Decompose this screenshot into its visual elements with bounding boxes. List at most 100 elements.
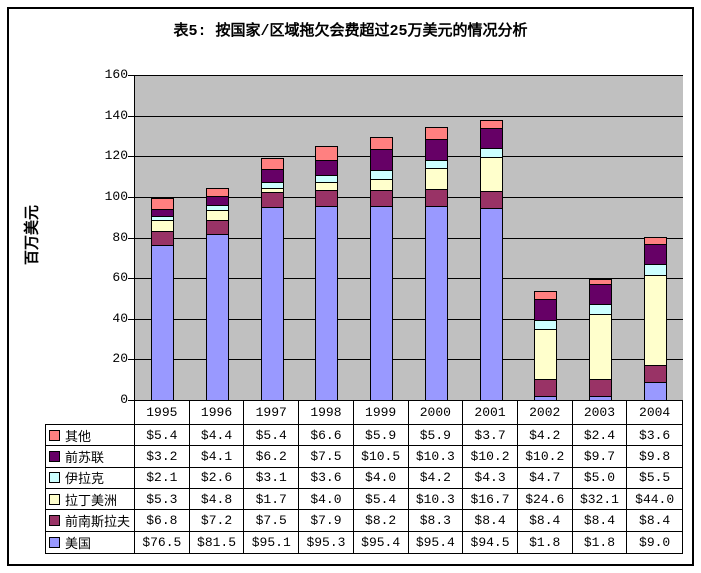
bar-segment-2004 [644,275,667,366]
legend-cell: 前苏联 [46,446,135,468]
bar-segment-1999 [370,170,393,180]
y-axis-tick-label: 0 [120,392,128,407]
bar-segment-2003 [589,314,612,380]
bar-segment-1998 [315,206,338,401]
table-value-cell: $9.8 [627,446,682,468]
bar-segment-1995 [151,220,174,232]
y-axis-tick-label: 40 [112,311,128,326]
legend-label: 前南斯拉夫 [65,514,131,530]
bar-segment-2000 [425,206,448,401]
gridline [135,116,683,117]
bar-segment-2001 [480,191,503,209]
bar-segment-2000 [425,127,448,140]
table-value-cell: $4.2 [408,467,464,489]
x-axis-category-label: 1997 [244,401,300,424]
table-value-cell: $32.1 [572,489,628,511]
legend-label: 前苏联 [65,450,105,466]
bar-segment-1998 [315,190,338,207]
bar-segment-1995 [151,245,174,401]
x-axis-category-label: 1999 [354,401,409,424]
legend-swatch [49,472,60,484]
table-value-cell: $95.3 [299,531,354,553]
table-value-cell: $4.1 [189,446,245,468]
x-axis-category-label: 1996 [190,401,245,424]
table-value-cell: $10.3 [408,446,464,468]
y-axis-tick-mark [128,116,134,117]
legend-swatch [49,536,60,548]
y-axis-title: 百万美元 [24,204,42,266]
legend-swatch [49,450,60,462]
table-value-cell: $8.4 [463,510,518,532]
y-axis-tick-label: 160 [104,67,128,82]
table-value-cell: $3.6 [299,467,354,489]
bar-segment-2000 [425,189,448,207]
bar-segment-2000 [425,168,448,190]
table-value-cell: $95.4 [354,531,409,553]
table-value-cell: $7.5 [299,446,354,468]
bar-segment-2002 [534,379,557,397]
bar-segment-2000 [425,160,448,169]
table-value-cell: $4.4 [189,425,245,447]
table-value-cell: $2.1 [135,467,190,489]
bar-segment-2004 [644,264,667,276]
bar-segment-2001 [480,157,503,192]
table-value-cell: $44.0 [627,489,682,511]
bar-segment-2001 [480,128,503,149]
table-value-cell: $8.2 [353,510,409,532]
bar-segment-1998 [315,182,338,191]
table-value-cell: $3.6 [627,425,682,447]
bar-segment-2001 [480,120,503,129]
bar-segment-2003 [589,279,612,285]
table-value-cell: $9.0 [639,534,671,550]
table-value-cell: $76.5 [135,531,190,553]
legend-cell: 拉丁美洲 [46,489,135,511]
gridline [135,319,683,320]
bar-segment-1995 [151,198,174,210]
legend-cell: 其他 [46,425,135,447]
bar-segment-1997 [261,169,284,183]
x-axis-category-label: 1998 [299,401,354,424]
bar-segment-2003 [589,379,612,397]
table-value-cell: $1.8 [573,531,628,553]
y-axis-tick-label: 140 [104,108,128,123]
table-value-cell: $4.2 [517,425,573,447]
table-value-cell: $1.8 [518,531,573,553]
legend-label: 拉丁美洲 [65,493,118,509]
bar-segment-2004 [644,244,667,265]
y-axis-tick-mark [128,400,134,401]
x-axis-category-label: 2003 [573,401,628,424]
table-value-cell: $24.6 [517,489,573,511]
table-value-cell: $95.1 [244,531,300,553]
bar-segment-1995 [151,209,174,217]
bar-segment-2003 [589,304,612,315]
bar-segment-1997 [261,182,284,189]
bar-segment-1999 [370,190,393,207]
table-value-cell: $8.4 [627,510,682,532]
table-value-cell: $1.7 [244,489,300,511]
bar-segment-2000 [425,139,448,161]
bar-segment-2002 [534,329,557,380]
table-value-cell: $8.3 [408,510,464,532]
bar-segment-2004 [644,382,667,401]
y-axis-tick-mark [128,156,134,157]
legend-cell: 伊拉克 [46,467,135,489]
bar-segment-1995 [151,231,174,246]
table-value-cell: $94.5 [463,531,518,553]
table-value-cell: $9.7 [572,446,628,468]
legend-label: 美国 [65,536,92,552]
bar-segment-1997 [261,207,284,401]
table-value-cell: $10.3 [408,489,464,511]
y-axis-tick-mark [128,359,134,360]
bar-segment-2003 [589,284,612,305]
table-value-cell: $8.4 [572,510,628,532]
table-value-cell: $7.2 [189,510,245,532]
table-value-cell: $95.4 [409,531,464,553]
bar-segment-2002 [534,320,557,330]
table-value-cell: $8.4 [517,510,573,532]
legend-swatch [49,514,60,526]
bar-segment-1998 [315,146,338,161]
legend-cell: 美国 [46,531,135,553]
y-axis-tick-mark [128,278,134,279]
table-value-cell: $6.2 [244,446,300,468]
